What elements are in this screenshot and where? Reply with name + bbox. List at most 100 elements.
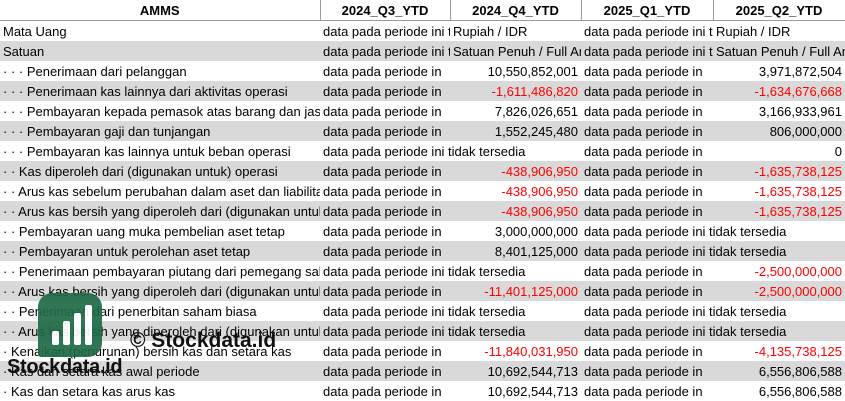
row-label[interactable]: · · Pembayaran untuk perolehan aset teta… <box>0 241 320 261</box>
row-label[interactable]: Mata Uang <box>3 23 67 39</box>
table-cell[interactable]: 10,550,852,001 <box>487 63 578 79</box>
table-row[interactable]: · Kenaikan (penurunan) bersih kas dan se… <box>0 341 845 361</box>
table-cell[interactable]: 0 <box>834 143 842 159</box>
table-row[interactable]: · · Arus kas bersih yang diperoleh dari … <box>0 321 845 341</box>
table-cell[interactable]: data pada periode in <box>581 161 713 181</box>
table-cell[interactable]: Satuan Penuh / Full Amount <box>713 41 845 61</box>
table-cell[interactable]: 806,000,000 <box>713 121 845 141</box>
table-cell[interactable]: 8,401,125,000 <box>450 241 581 261</box>
row-label[interactable]: · · Kas diperoleh dari (digunakan untuk)… <box>0 161 320 181</box>
table-row[interactable]: · · Kas diperoleh dari (digunakan untuk)… <box>0 161 845 181</box>
row-label[interactable]: · · · Penerimaan kas lainnya dari aktivi… <box>0 81 320 101</box>
table-cell[interactable] <box>713 241 845 261</box>
table-row[interactable]: · · Pembayaran uang muka pembelian aset … <box>0 221 845 241</box>
table-cell[interactable] <box>713 321 845 341</box>
table-cell[interactable]: Satuan Penuh / Full Amount <box>450 41 581 61</box>
table-cell[interactable] <box>450 321 581 341</box>
table-cell[interactable]: data pada periode in <box>323 63 442 79</box>
table-cell[interactable]: data pada periode in <box>584 143 703 159</box>
table-cell[interactable]: data pada periode in <box>323 223 442 239</box>
table-cell[interactable]: -1,611,486,820 <box>450 81 581 101</box>
table-cell[interactable]: -438,906,950 <box>450 161 581 181</box>
table-row[interactable]: · · Penerimaan dari penerbitan saham bia… <box>0 301 845 321</box>
table-cell[interactable]: data pada periode in <box>581 121 713 141</box>
table-cell[interactable]: data pada periode ini tidak tersedia <box>323 143 526 159</box>
table-cell[interactable]: data pada periode in <box>584 63 703 79</box>
row-label[interactable]: · · Arus kas sebelum perubahan dalam ase… <box>3 183 320 199</box>
table-cell[interactable]: Rupiah / IDR <box>453 23 528 39</box>
row-label[interactable]: · Kas dan setara kas arus kas <box>3 383 175 399</box>
table-cell[interactable]: data pada periode in <box>581 361 713 381</box>
row-label[interactable]: Satuan <box>0 41 320 61</box>
table-cell[interactable]: data pada periode in <box>584 343 703 359</box>
table-cell[interactable]: 1,552,245,480 <box>450 121 581 141</box>
table-cell[interactable]: data pada periode in <box>320 241 450 261</box>
column-header-period[interactable]: 2024_Q3_YTD <box>320 0 451 21</box>
table-cell[interactable]: -1,635,738,125 <box>713 201 845 221</box>
table-cell[interactable]: 3,000,000,000 <box>494 223 578 239</box>
table-row[interactable]: · · · Penerimaan dari pelanggan data pada… <box>0 61 845 81</box>
table-cell[interactable]: data pada periode ini tidak tersedia <box>581 41 713 61</box>
table-cell[interactable]: -2,500,000,000 <box>713 281 845 301</box>
table-cell[interactable]: data pada periode ini tidak tersedia <box>323 303 526 319</box>
table-cell[interactable]: data pada periode ini tidak tersedia <box>581 321 786 341</box>
table-cell[interactable]: 10,692,544,713 <box>450 361 581 381</box>
table-cell[interactable]: data pada periode ini tidak tersedia <box>584 23 713 39</box>
table-cell[interactable]: 3,971,872,504 <box>758 63 842 79</box>
table-cell[interactable]: -11,401,125,000 <box>450 281 581 301</box>
row-label[interactable]: · · · Pembayaran kepada pemasok atas bar… <box>3 103 320 119</box>
column-header-name[interactable]: AMMS <box>0 0 321 21</box>
table-cell[interactable]: data pada periode in <box>320 281 450 301</box>
table-cell[interactable]: data pada periode in <box>320 361 450 381</box>
table-cell[interactable]: data pada periode in <box>584 103 703 119</box>
row-label[interactable]: · · Penerimaan pembayaran piutang dari p… <box>3 263 320 279</box>
table-cell[interactable]: data pada periode in <box>323 383 442 399</box>
table-row[interactable]: · Kas dan setara kas arus kas data pada p… <box>0 381 845 401</box>
table-cell[interactable]: data pada periode in <box>323 343 442 359</box>
row-label[interactable]: · · · Penerimaan dari pelanggan <box>3 63 187 79</box>
row-label[interactable]: · · Arus kas bersih yang diperoleh dari … <box>0 201 320 221</box>
table-cell[interactable]: data pada periode ini tidak tersedia <box>584 303 787 319</box>
table-cell[interactable]: -4,135,738,125 <box>754 343 842 359</box>
table-cell[interactable]: Rupiah / IDR <box>716 23 791 39</box>
table-cell[interactable]: 7,826,026,651 <box>494 103 578 119</box>
table-cell[interactable]: data pada periode in <box>320 201 450 221</box>
row-label[interactable]: · · Pembayaran uang muka pembelian aset … <box>3 223 285 239</box>
table-row[interactable]: · · Arus kas sebelum perubahan dalam ase… <box>0 181 845 201</box>
table-cell[interactable]: -438,906,950 <box>450 201 581 221</box>
table-cell[interactable]: data pada periode in <box>581 281 713 301</box>
row-label[interactable]: · · · Pembayaran gaji dan tunjangan <box>0 121 320 141</box>
table-cell[interactable]: data pada periode ini tidak tersedia <box>320 321 525 341</box>
table-cell[interactable]: 10,692,544,713 <box>487 383 578 399</box>
table-cell[interactable]: data pada periode ini tidak tersedia <box>323 23 450 39</box>
table-cell[interactable]: -1,635,738,125 <box>754 183 842 199</box>
table-cell[interactable]: data pada periode ini tidak tersedia <box>581 241 786 261</box>
row-label[interactable]: · · · Pembayaran kas lainnya untuk beban… <box>3 143 291 159</box>
table-cell[interactable]: 6,556,806,588 <box>758 383 842 399</box>
table-cell[interactable]: data pada periode in <box>323 103 442 119</box>
table-cell[interactable]: data pada periode ini tidak tersedia <box>323 263 526 279</box>
table-cell[interactable]: 6,556,806,588 <box>713 361 845 381</box>
table-cell[interactable]: -1,635,738,125 <box>713 161 845 181</box>
table-cell[interactable]: data pada periode in <box>323 183 442 199</box>
table-row[interactable]: · · · Pembayaran kas lainnya untuk beban… <box>0 141 845 161</box>
table-row[interactable]: · · · Pembayaran gaji dan tunjangan data … <box>0 121 845 141</box>
table-cell[interactable]: 3,166,933,961 <box>758 103 842 119</box>
table-cell[interactable]: data pada periode in <box>581 81 713 101</box>
table-cell[interactable]: data pada periode in <box>584 183 703 199</box>
table-row[interactable]: · · · Pembayaran kepada pemasok atas bar… <box>0 101 845 121</box>
table-cell[interactable]: data pada periode in <box>320 161 450 181</box>
table-cell[interactable]: data pada periode in <box>584 263 703 279</box>
table-cell[interactable]: data pada periode in <box>320 81 450 101</box>
table-row[interactable]: · Kas dan setara kas awal periode data pa… <box>0 361 845 381</box>
column-header-period[interactable]: 2025_Q2_YTD <box>713 0 845 21</box>
table-cell[interactable]: data pada periode in <box>581 201 713 221</box>
table-row[interactable]: · · · Penerimaan kas lainnya dari aktivi… <box>0 81 845 101</box>
table-cell[interactable]: -11,840,031,950 <box>484 343 578 359</box>
column-header-period[interactable]: 2024_Q4_YTD <box>450 0 582 21</box>
table-row[interactable]: · · Arus kas bersih yang diperoleh dari … <box>0 201 845 221</box>
table-cell[interactable]: data pada periode in <box>584 383 703 399</box>
table-cell[interactable]: data pada periode ini tidak tersedia <box>320 41 450 61</box>
table-cell[interactable]: -1,634,676,668 <box>713 81 845 101</box>
